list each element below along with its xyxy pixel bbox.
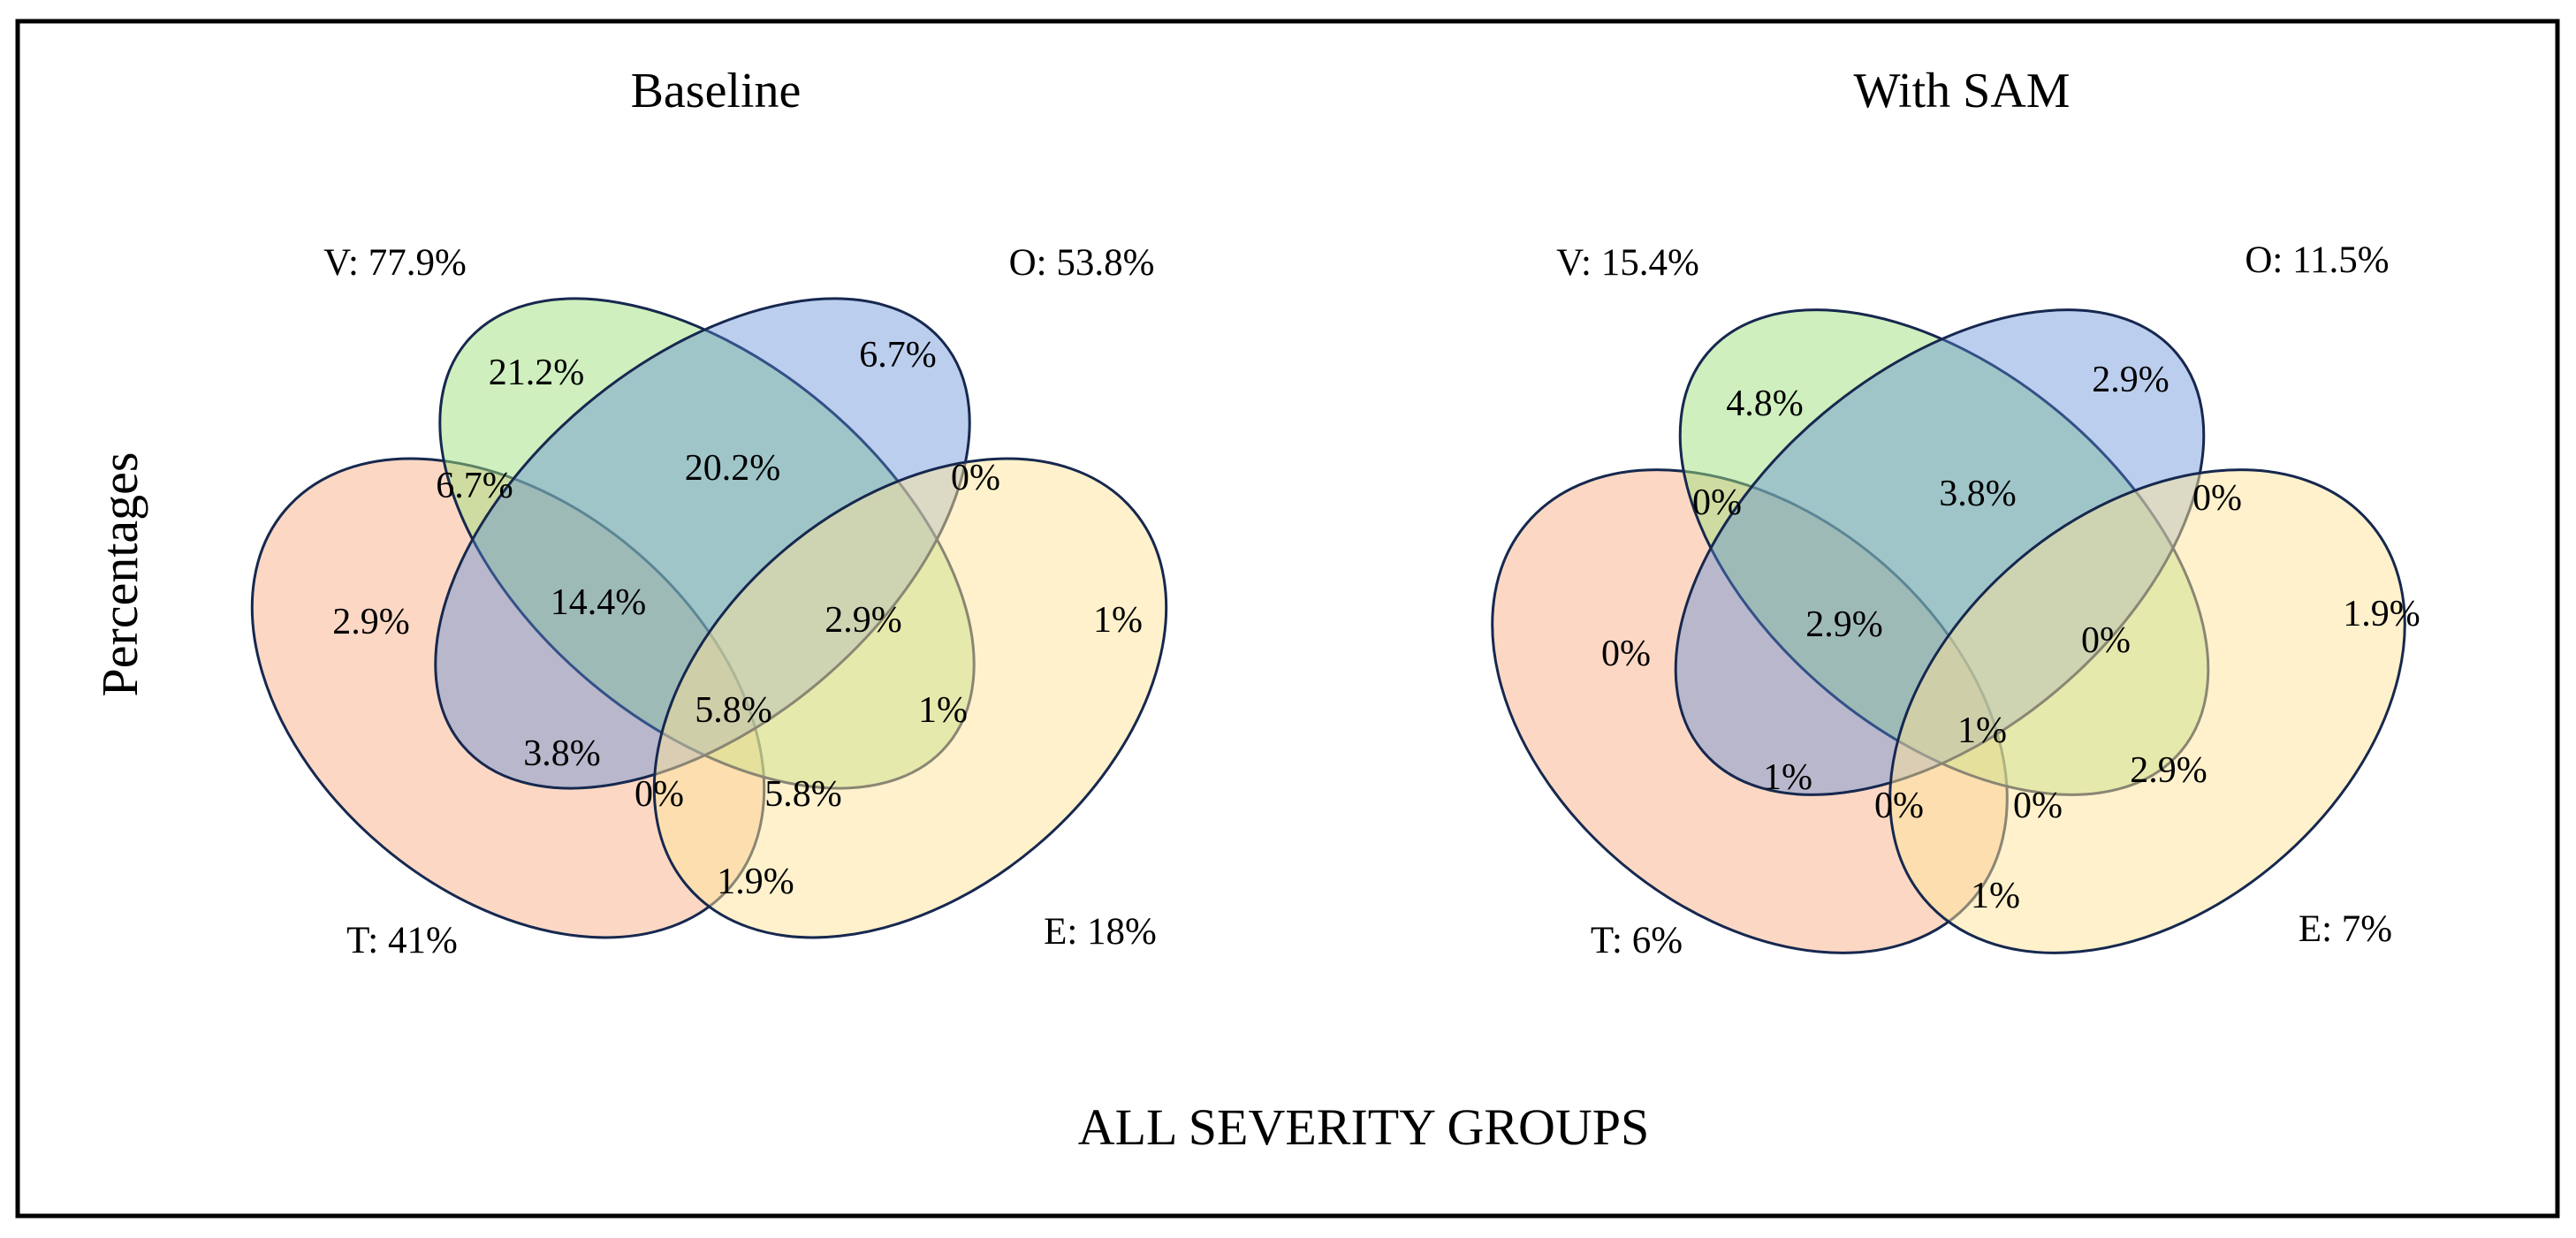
panel-title: Baseline [631,64,802,118]
region-v-only: 4.8% [1726,384,1804,424]
venn-panel-baseline: Baseline V: 77.9% O: 53.8% T: 41% E: 18%… [250,64,1168,961]
y-axis-label: Percentages [91,452,148,697]
region-to: 3.8% [523,733,601,774]
region-tvoe: 5.8% [695,690,772,731]
set-label-e: E: 7% [2299,908,2392,950]
region-ve: 2.9% [2130,750,2207,791]
region-vo: 20.2% [685,448,781,489]
region-oe: 0% [951,458,1000,498]
set-label-o: O: 11.5% [2245,239,2389,281]
region-te: 1.9% [717,862,794,902]
set-label-e: E: 18% [1044,911,1157,953]
set-label-v: V: 77.9% [323,242,467,284]
panel-title: With SAM [1853,64,2070,118]
x-axis-label: ALL SEVERITY GROUPS [1078,1098,1650,1156]
region-toe: 0% [635,774,684,815]
region-tv: 6.7% [436,466,513,506]
venn-panel-with-sam: With SAM V: 15.4% O: 11.5% T: 6% E: 7% 4… [1491,64,2420,961]
region-o-only: 6.7% [859,335,937,376]
region-voe: 2.9% [824,600,902,641]
set-label-t: T: 41% [346,920,458,961]
region-vo: 3.8% [1939,474,2017,514]
region-o-only: 2.9% [2092,360,2169,400]
region-tvo: 2.9% [1805,604,1883,645]
region-ve: 1% [918,690,968,731]
set-label-o: O: 53.8% [1009,242,1155,284]
region-tve: 0% [2013,786,2063,826]
region-toe: 0% [1874,786,1924,826]
region-t-only: 0% [1601,634,1651,674]
region-e-only: 1% [1093,600,1143,641]
region-tve: 5.8% [764,774,842,815]
region-te: 1% [1971,876,2020,916]
region-tvoe: 1% [1957,710,2007,751]
set-e-ellipse [652,457,1168,939]
region-tv: 0% [1692,482,1742,523]
region-oe: 0% [2192,478,2242,519]
region-e-only: 1.9% [2343,594,2420,634]
set-e-ellipse [1888,468,2406,954]
region-t-only: 2.9% [332,602,410,642]
set-label-v: V: 15.4% [1556,242,1699,284]
region-to: 1% [1763,757,1812,798]
set-label-t: T: 6% [1591,920,1683,961]
region-tvo: 14.4% [551,582,647,623]
region-voe: 0% [2081,620,2131,661]
region-v-only: 21.2% [489,353,585,393]
figure-frame [15,19,2560,1219]
